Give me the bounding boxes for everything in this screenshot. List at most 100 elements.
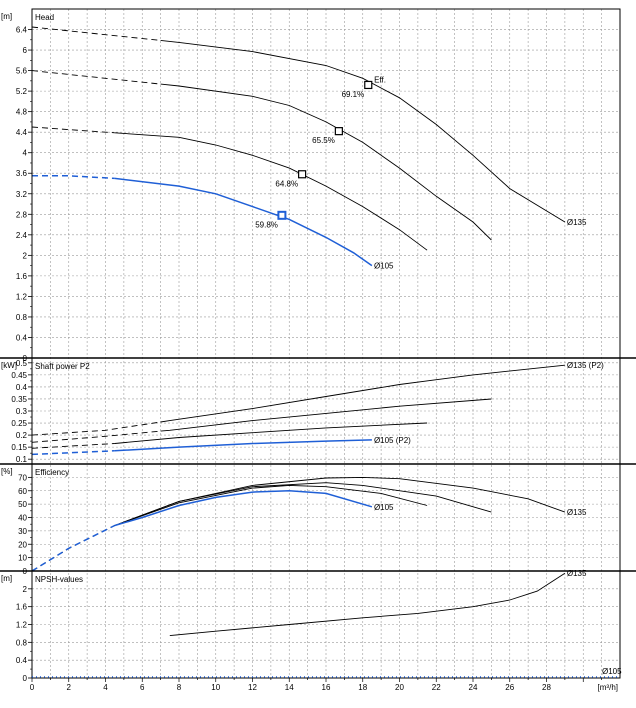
series-2-dashed-line [31,126,115,134]
series-0-dashed-line [31,26,161,41]
series-label: Ø135 [567,508,587,517]
y-tick-label: 1.6 [16,603,28,612]
y-tick-label: 4 [23,149,28,158]
series-1-line [160,83,492,241]
y-tick-label: 0.3 [16,407,28,416]
efficiency-point-marker [364,80,373,90]
efficiency-point-label: 59.8% [255,220,278,229]
x-tick-label: 18 [358,683,367,692]
series-label: Ø105 [374,503,394,512]
y-tick-label: 0.35 [11,395,27,404]
y-tick-label: 2.8 [16,210,28,219]
y-tick-label: 0 [23,674,28,683]
y-tick-label: 6.4 [16,26,28,35]
series-label: Ø105 [602,667,622,676]
series-2-line [114,132,428,251]
series-1-dashed-line [31,70,161,85]
y-tick-label: 3.6 [16,169,28,178]
y-tick-label: 2 [23,251,28,260]
x-tick-label: 0 [30,683,35,692]
series-3-dashed-line [32,175,115,180]
series-0-line [169,572,566,637]
y-tick-label: 2 [23,585,28,594]
efficiency-point-label: 69.1% [342,90,365,99]
y-tick-label: 20 [18,540,27,549]
panel-title: NPSH-values [35,575,83,584]
x-tick-label: 24 [469,683,478,692]
series-label: Ø135 [567,218,587,227]
y-tick-label: 0.8 [16,638,28,647]
y-tick-label: 0.4 [16,383,28,392]
y-tick-label: 40 [18,514,27,523]
series-3-line [114,439,372,452]
y-tick-label: 1.6 [16,272,28,281]
annotation: Eff. [374,75,386,84]
series-3-dashed-line [31,524,116,572]
series-2-dashed-line [31,443,115,449]
x-tick-label: 6 [140,683,145,692]
x-tick-label: 8 [177,683,182,692]
x-tick-label: 16 [322,683,331,692]
x-tick-label: 2 [67,683,72,692]
efficiency-point-marker [298,170,307,179]
panel-title: Efficiency [35,468,69,477]
y-axis-unit: [m] [1,574,12,583]
x-tick-label: 22 [432,683,441,692]
x-tick-label: 4 [103,683,108,692]
y-tick-label: 0.1 [16,455,28,464]
efficiency-point-label: 64.8% [275,179,298,188]
x-tick-label: 12 [248,683,257,692]
y-tick-label: 0.2 [16,431,28,440]
efficiency-point-marker [334,127,343,136]
x-axis-unit: [m³/h] [598,683,618,692]
y-tick-label: 0.4 [16,333,28,342]
y-tick-label: 1.2 [16,621,28,630]
series-3-line [114,490,373,527]
series-2-line [114,484,428,526]
x-tick-label: 26 [505,683,514,692]
series-1-line [160,398,492,432]
x-tick-label: 14 [285,683,294,692]
x-tick-label: 28 [542,683,551,692]
y-tick-label: 0.45 [11,371,27,380]
series-label: Ø105 (P2) [374,436,411,445]
panel-title: Shaft power P2 [35,362,90,371]
series-3-line [114,177,373,267]
y-tick-label: 0.4 [16,656,28,665]
series-0-line [160,39,566,223]
series-0-dashed-line [31,421,161,436]
y-tick-label: 5.6 [16,67,28,76]
y-tick-label: 60 [18,487,27,496]
series-label: Ø135 [567,569,587,578]
series-0-line [160,364,565,423]
series-0-line [114,476,566,526]
y-tick-label: 50 [18,500,27,509]
y-tick-label: 1.2 [16,292,28,301]
y-tick-label: 0.25 [11,419,27,428]
y-tick-label: 3.2 [16,190,28,199]
series-1-line [114,482,492,526]
panel-title: Head [35,13,54,22]
y-tick-label: 4.4 [16,128,28,137]
y-tick-label: 0.8 [16,313,28,322]
efficiency-point-label: 65.5% [312,136,335,145]
series-2-line [114,422,428,444]
y-tick-label: 0.15 [11,443,27,452]
y-tick-label: 0.5 [16,359,28,368]
x-tick-label: 20 [395,683,404,692]
y-tick-label: 2.4 [16,231,28,240]
y-tick-label: 70 [18,473,27,482]
y-tick-label: 6 [23,46,28,55]
y-axis-unit: [kW] [1,361,17,370]
series-label: Ø105 [374,262,394,271]
efficiency-point-marker [277,210,287,220]
y-axis-unit: [%] [1,467,13,476]
y-tick-label: 10 [18,554,27,563]
series-label: Ø135 (P2) [567,361,604,370]
y-axis-unit: [m] [1,12,12,21]
y-tick-label: 30 [18,527,27,536]
y-tick-label: 5.2 [16,87,28,96]
series-1-dashed-line [31,430,161,443]
series-3-dashed-line [31,450,115,456]
